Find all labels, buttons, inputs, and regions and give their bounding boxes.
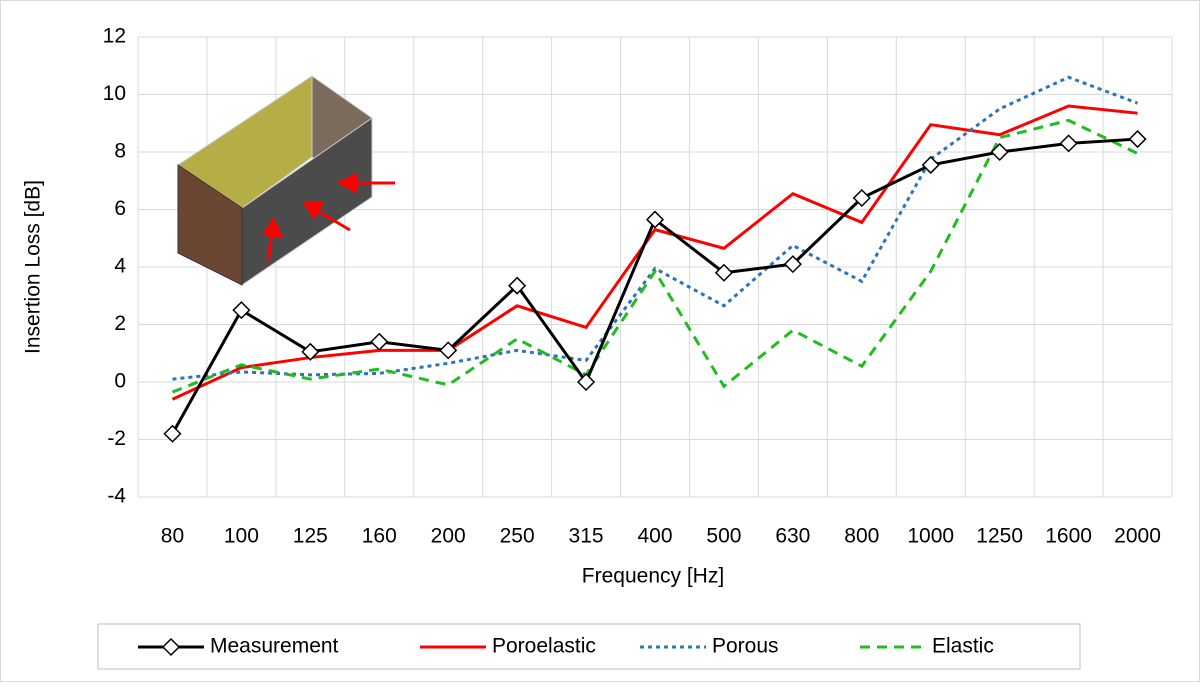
x-tick-label: 800 xyxy=(844,525,879,548)
y-tick-label: 8 xyxy=(114,140,126,163)
x-tick-label: 80 xyxy=(161,525,184,548)
legend-label: Poroelastic xyxy=(492,635,596,658)
y-tick-label: 4 xyxy=(114,255,126,278)
y-tick-label: -4 xyxy=(107,485,126,508)
x-tick-label: 500 xyxy=(706,525,741,548)
x-tick-label: 160 xyxy=(362,525,397,548)
x-tick-label: 1250 xyxy=(976,525,1023,548)
x-axis-label: Frequency [Hz] xyxy=(582,565,724,588)
y-tick-label: 10 xyxy=(103,82,126,105)
chart: -4 -2 0 2 4 6 8 10 12 80 100 125 160 200 250 315 400 500 6… xyxy=(0,0,1200,682)
x-tick-label: 400 xyxy=(637,525,672,548)
x-tick-label: 100 xyxy=(224,525,259,548)
x-tick-label: 2000 xyxy=(1114,525,1161,548)
legend-label: Elastic xyxy=(932,635,994,658)
x-tick-label: 1600 xyxy=(1045,525,1092,548)
y-axis-label: Insertion Loss [dB] xyxy=(22,180,45,354)
x-tick-label: 1000 xyxy=(907,525,954,548)
x-tick-label: 630 xyxy=(775,525,810,548)
x-tick-label: 315 xyxy=(569,525,604,548)
x-tick-label: 200 xyxy=(431,525,466,548)
y-tick-label: 6 xyxy=(114,197,126,220)
legend-label: Porous xyxy=(712,635,779,658)
y-tick-label: 12 xyxy=(103,25,126,48)
y-tick-label: -2 xyxy=(107,427,126,450)
x-tick-label: 250 xyxy=(500,525,535,548)
y-tick-label: 2 xyxy=(114,312,126,335)
y-tick-label: 0 xyxy=(114,370,126,393)
legend-label: Measurement xyxy=(210,635,339,658)
x-tick-label: 125 xyxy=(293,525,328,548)
